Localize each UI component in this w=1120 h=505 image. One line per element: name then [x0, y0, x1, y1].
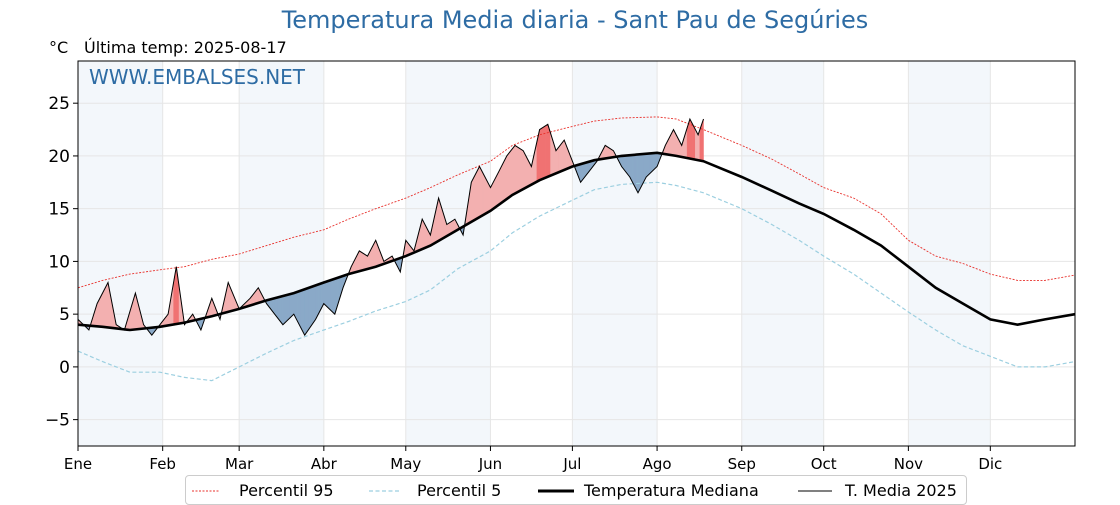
month-band — [572, 61, 658, 446]
month-band — [405, 61, 491, 446]
fill-below-median — [327, 279, 332, 312]
fill-above-median — [473, 171, 478, 221]
x-tick-label: Ene — [64, 455, 92, 473]
series-line-percentil-5 — [77, 181, 1076, 382]
x-tick-label: Mar — [225, 455, 254, 473]
month-band — [239, 61, 324, 446]
y-tick-label: 25 — [48, 94, 70, 114]
last-temp-label: Última temp: 2025-08-17 — [84, 38, 287, 57]
legend-label-p95: Percentil 95 — [239, 481, 334, 500]
fill-below-median — [637, 153, 641, 193]
x-tick-label: Oct — [811, 455, 837, 473]
fill-above-median — [701, 118, 704, 162]
series-lines — [77, 116, 1076, 382]
x-tick-label: Jul — [562, 455, 581, 473]
x-tick-label: Dic — [978, 455, 1002, 473]
y-axis-ticks: −5 0 5 10 15 20 25 — [45, 94, 78, 431]
fill-above-median — [558, 142, 562, 173]
fill-above-median — [503, 155, 508, 202]
chart-title: Temperatura Media diaria - Sant Pau de S… — [281, 6, 869, 34]
fill-below-median — [304, 287, 309, 337]
month-band — [908, 61, 991, 446]
month-bands — [78, 61, 991, 446]
fill-below-median — [308, 286, 313, 331]
fill-below-median — [330, 278, 336, 315]
x-tick-label: Feb — [149, 455, 176, 473]
fill-above-median — [361, 252, 366, 271]
fill-below-median — [323, 280, 328, 308]
fill-below-median — [634, 154, 639, 193]
fill-above-median — [544, 123, 549, 179]
legend-swatch-media2025 — [798, 490, 832, 492]
fill-above-median — [512, 144, 516, 196]
fill-above-median — [514, 144, 519, 194]
fill-above-median — [364, 253, 368, 270]
x-tick-label: Nov — [894, 455, 923, 473]
y-tick-label: −5 — [45, 411, 70, 431]
x-tick-label: Ago — [643, 455, 672, 473]
legend-swatch-median — [538, 489, 574, 493]
fill-below-median — [282, 294, 287, 326]
fill-above-median — [509, 148, 513, 198]
fill-above-median — [359, 250, 363, 272]
fill-above-median — [522, 150, 527, 190]
y-tick-label: 5 — [59, 305, 70, 325]
legend-swatch-p95 — [192, 490, 220, 492]
fill-below-median — [289, 292, 295, 319]
fill-above-median — [561, 139, 565, 172]
x-tick-label: Jun — [478, 455, 502, 473]
x-tick-label: Abr — [311, 455, 338, 473]
fill-above-median — [471, 176, 475, 223]
fill-above-median — [517, 146, 521, 193]
y-tick-label: 20 — [48, 147, 70, 167]
x-tick-label: May — [390, 455, 421, 473]
month-band — [741, 61, 824, 446]
watermark-text: WWW.EMBALSES.NET — [89, 65, 306, 89]
plot-frame — [77, 60, 1076, 447]
fill-below-median — [311, 285, 316, 326]
fill-above-median — [506, 151, 510, 200]
fill-above-median — [520, 148, 524, 191]
fill-above-median — [479, 166, 484, 218]
fill-above-median — [539, 127, 543, 181]
fill-above-median — [231, 291, 236, 312]
chart-legend: Percentil 95 Percentil 5 Temperatura Med… — [185, 475, 967, 505]
legend-label-median: Temperatura Mediana — [584, 481, 759, 500]
x-tick-label: Sep — [728, 455, 756, 473]
y-tick-label: 15 — [48, 200, 70, 220]
fill-above-median — [501, 161, 505, 204]
month-band — [78, 61, 163, 446]
x-axis-ticks: Ene Feb Mar Abr May Jun Jul Ago Sep Oct Nov Dic — [64, 446, 1002, 473]
legend-label-p5: Percentil 5 — [417, 481, 502, 500]
series-line-percentil-95 — [77, 116, 1076, 289]
y-tick-label: 10 — [48, 252, 70, 272]
series-line-t-media-2025 — [77, 117, 704, 337]
fill-above-median — [476, 166, 480, 220]
fill-below-median — [279, 295, 284, 326]
fill-above-median — [498, 166, 502, 206]
y-tick-label: 0 — [59, 358, 70, 378]
fill-below-median — [286, 293, 291, 322]
y-unit-label: °C — [49, 38, 69, 57]
legend-swatch-p5 — [369, 490, 401, 492]
legend-label-media2025: T. Media 2025 — [845, 481, 957, 500]
fill-above-median — [555, 146, 559, 174]
grid-lines — [77, 61, 1075, 446]
